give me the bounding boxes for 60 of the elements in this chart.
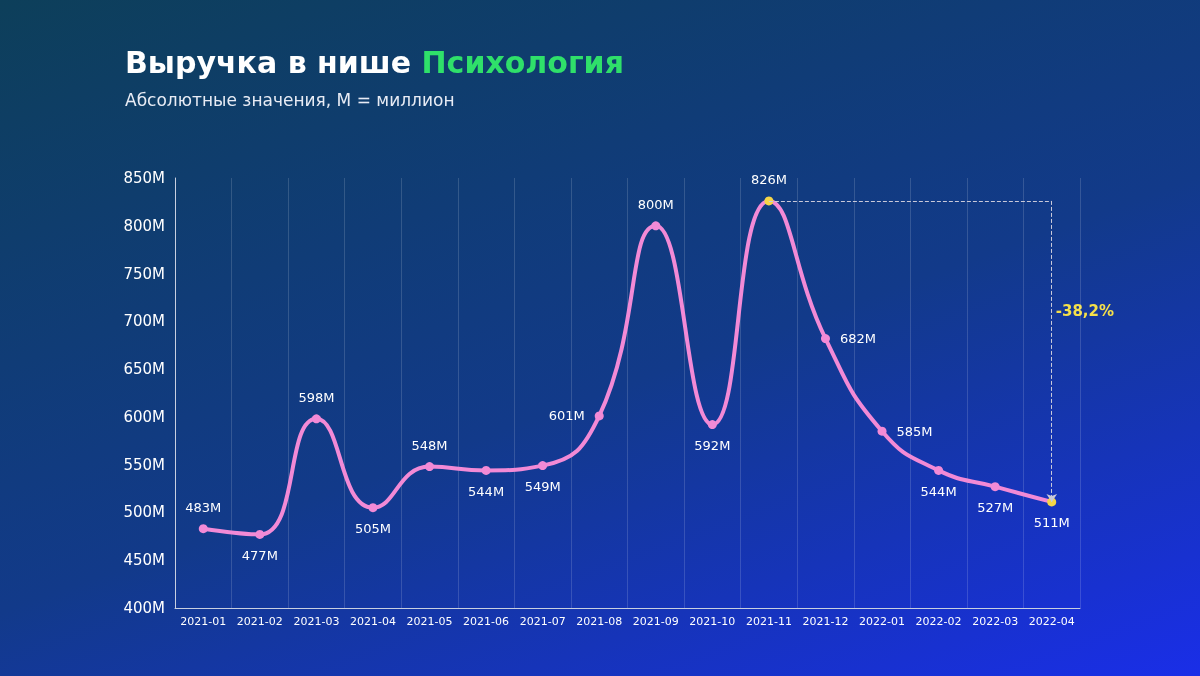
point (764, 196, 774, 206)
point (255, 529, 265, 539)
x-tick-label: 2021-09 (632, 615, 679, 628)
data-label: 800M (637, 197, 674, 213)
point (368, 503, 378, 513)
y-tick-label: 600M (123, 407, 165, 426)
data-label: 544M (468, 483, 505, 499)
data-label: 544M (920, 483, 957, 499)
x-tick-label: 2022-01 (859, 615, 906, 628)
point (990, 482, 1000, 492)
x-tick-label: 2021-02 (236, 615, 283, 628)
x-tick-label: 2021-04 (349, 615, 396, 628)
x-tick-label: 2021-10 (689, 615, 736, 628)
point (481, 465, 491, 475)
x-tick-label: 2021-12 (802, 615, 849, 628)
point (707, 420, 717, 430)
x-tick-label: 2021-08 (576, 615, 623, 628)
y-tick-label: 550M (123, 455, 165, 474)
y-tick-label: 450M (123, 551, 165, 570)
x-tick-label: 2021-01 (180, 615, 227, 628)
x-tick-label: 2021-06 (463, 615, 510, 628)
x-tick-label: 2021-11 (745, 615, 792, 628)
data-label: 505M (354, 521, 391, 537)
chart-title: Выручка в нише Психология (125, 44, 624, 80)
y-tick-label: 750M (123, 264, 165, 283)
data-label: 483M (185, 500, 222, 516)
y-tick-label: 850M (123, 169, 165, 187)
x-tick-label: 2021-07 (519, 615, 566, 628)
data-label: 511M (1033, 515, 1070, 531)
y-tick-label: 500M (123, 503, 165, 522)
data-label: 601M (548, 408, 585, 424)
data-label: 826M (750, 172, 787, 188)
y-tick-label: 800M (123, 216, 165, 235)
data-label: 585M (896, 423, 933, 439)
point (877, 426, 887, 436)
point (651, 221, 661, 231)
data-label: 548M (411, 438, 448, 454)
x-tick-label: 2021-05 (406, 615, 453, 628)
point (311, 414, 321, 424)
point (425, 462, 435, 472)
x-tick-label: 2022-02 (915, 615, 962, 628)
annotation: -38,2% (1055, 301, 1114, 320)
y-tick-label: 400M (123, 599, 165, 617)
data-label: 682M (839, 331, 876, 347)
x-tick-label: 2021-03 (293, 615, 340, 628)
chart-subtitle: Абсолютные значения, M = миллион (125, 89, 455, 110)
point (820, 334, 830, 344)
data-label: 477M (241, 547, 278, 563)
y-tick-label: 700M (123, 312, 165, 331)
point (594, 411, 604, 421)
data-label: 549M (524, 479, 561, 495)
y-tick-label: 650M (123, 360, 165, 379)
data-label: 592M (694, 438, 731, 454)
point (538, 461, 548, 471)
x-tick-label: 2022-04 (1028, 615, 1075, 628)
point (198, 524, 208, 534)
point (934, 465, 944, 475)
data-label: 527M (977, 500, 1014, 516)
x-tick-label: 2022-03 (972, 615, 1019, 628)
data-label: 598M (298, 390, 335, 406)
